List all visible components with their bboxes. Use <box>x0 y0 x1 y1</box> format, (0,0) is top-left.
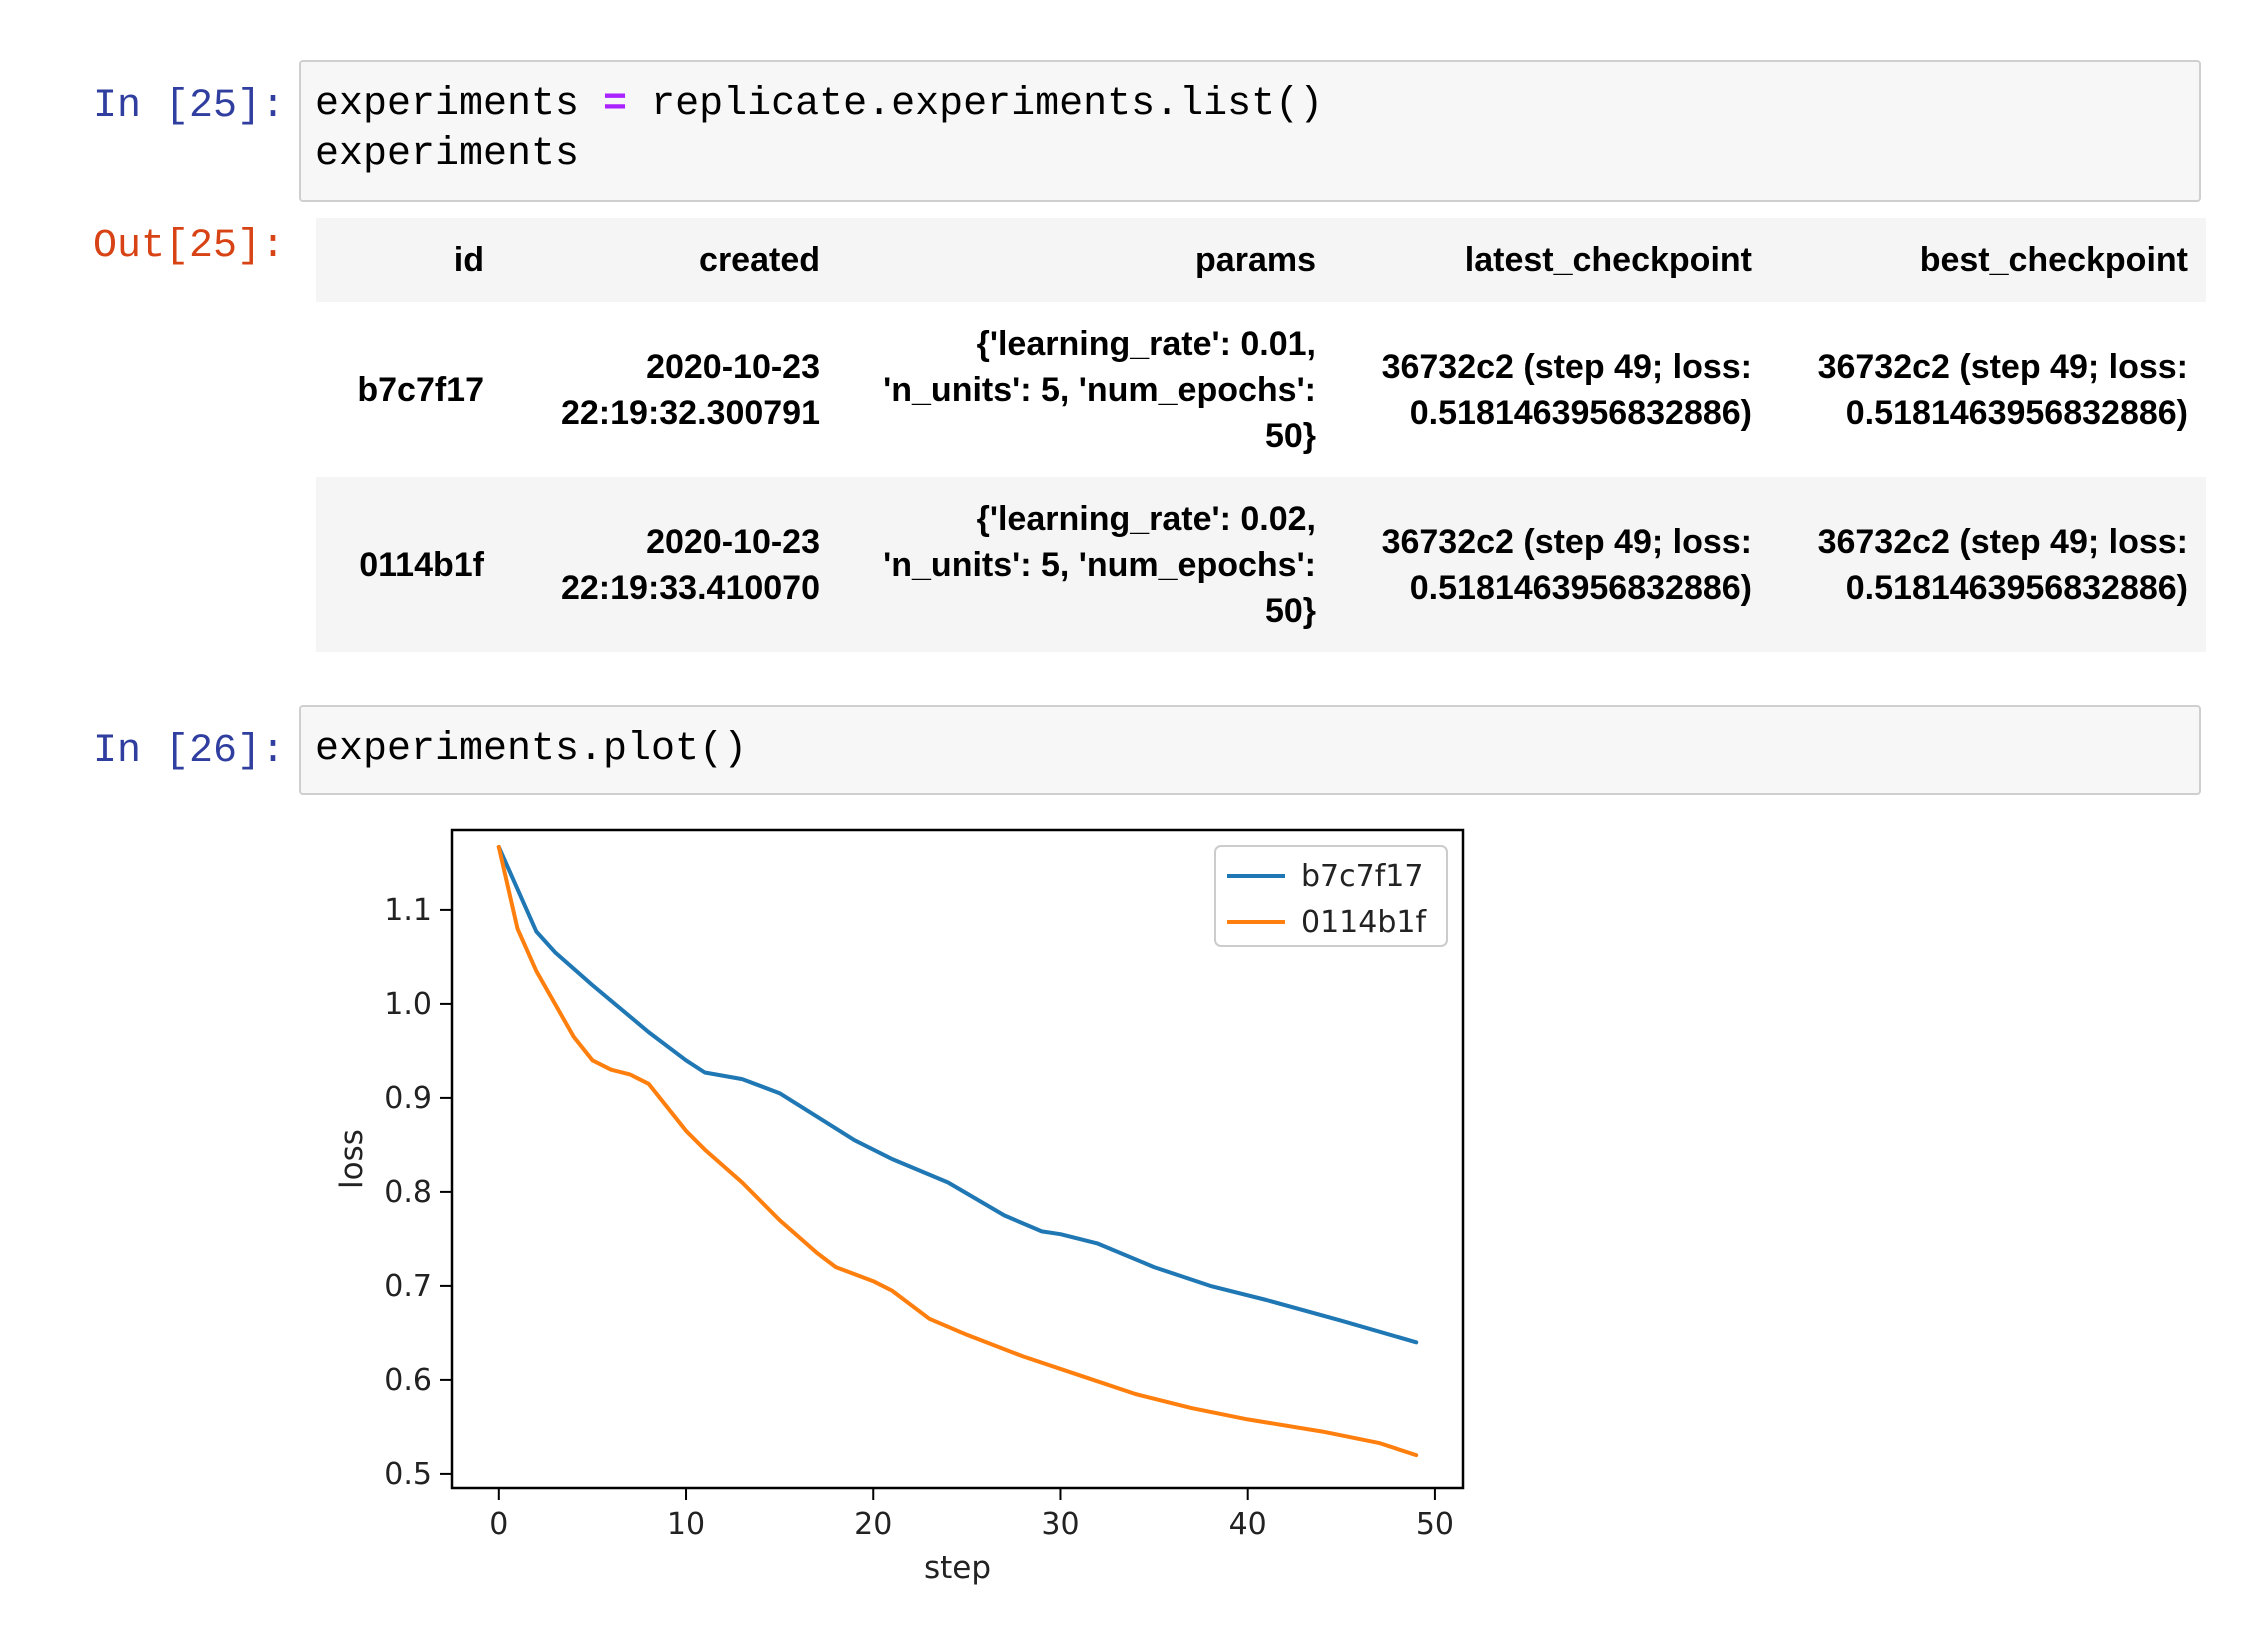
y-tick-label: 0.6 <box>384 1363 432 1398</box>
y-tick-label: 1.0 <box>384 987 432 1022</box>
y-tick-label: 0.7 <box>384 1269 432 1304</box>
cell-created: 2020-10-23 22:19:33.410070 <box>502 477 838 652</box>
cell-params: {'learning_rate': 0.01, 'n_units': 5, 'nu… <box>838 302 1334 477</box>
table-header-row: id created params latest_checkpoint best… <box>316 218 2206 302</box>
x-tick-label: 20 <box>854 1507 892 1542</box>
code-cell-25[interactable]: experiments = replicate.experiments.list… <box>299 60 2201 202</box>
experiment-id: b7c7f17 <box>357 370 484 409</box>
cell-latest-checkpoint: 36732c2 (step 49; loss: 0.518146395683288… <box>1334 477 1770 652</box>
checkpoint-line: 0.5181463956832886) <box>1845 393 2188 432</box>
input-prompt-25: In [25]: <box>92 84 285 129</box>
series-line-0114b1f <box>496 844 1419 1458</box>
y-tick-label: 0.8 <box>384 1175 432 1210</box>
code-line-1: experiments = replicate.experiments.list… <box>315 80 2185 130</box>
x-tick-label: 50 <box>1416 1507 1454 1542</box>
column-header-best-checkpoint: best_checkpoint <box>1919 241 2188 279</box>
cell-created: 2020-10-23 22:19:32.300791 <box>502 302 838 477</box>
plot-frame <box>450 828 1465 1490</box>
code-line-2: experiments <box>315 132 580 177</box>
legend-label-0114b1f: 0114b1f <box>1301 905 1427 940</box>
checkpoint-line: 36732c2 (step 49; loss: <box>1817 522 2188 561</box>
experiment-id: 0114b1f <box>359 545 484 584</box>
created-date: 2020-10-23 <box>646 347 820 386</box>
checkpoint-line: 0.5181463956832886) <box>1409 393 1752 432</box>
checkpoint-line: 36732c2 (step 49; loss: <box>1381 522 1752 561</box>
x-tick-label: 10 <box>667 1507 705 1542</box>
params-line: 'n_units': 5, 'num_epochs': <box>883 545 1316 584</box>
cell-best-checkpoint: 36732c2 (step 49; loss: 0.518146395683288… <box>1770 477 2206 652</box>
column-header-latest-checkpoint: latest_checkpoint <box>1464 241 1752 279</box>
code-token-call: replicate.experiments.list() <box>627 82 1324 127</box>
cell-params: {'learning_rate': 0.02, 'n_units': 5, 'nu… <box>838 477 1334 652</box>
column-header-id: id <box>453 241 484 279</box>
table-row: 0114b1f 2020-10-23 22:19:33.410070 {'lear… <box>316 477 2206 652</box>
checkpoint-line: 0.5181463956832886) <box>1845 568 2188 607</box>
cell-id: b7c7f17 <box>316 302 502 477</box>
column-header-created: created <box>699 241 820 279</box>
params-line: 50} <box>1264 416 1316 455</box>
table-row: b7c7f17 2020-10-23 22:19:32.300791 {'lear… <box>316 302 2206 477</box>
x-tick-label: 0 <box>489 1507 508 1542</box>
input-prompt-26: In [26]: <box>92 729 285 774</box>
y-tick-label: 0.9 <box>384 1081 432 1116</box>
code-line-1: experiments.plot() <box>315 727 748 772</box>
created-date: 2020-10-23 <box>646 522 820 561</box>
cell-id: 0114b1f <box>316 477 502 652</box>
code-cell-26[interactable]: experiments.plot() <box>299 705 2201 795</box>
params-line: {'learning_rate': 0.01, <box>976 324 1316 363</box>
x-tick-label: 30 <box>1041 1507 1079 1542</box>
cell-latest-checkpoint: 36732c2 (step 49; loss: 0.518146395683288… <box>1334 302 1770 477</box>
series-line-b7c7f17 <box>496 844 1419 1345</box>
code-token-operator: = <box>603 82 628 127</box>
x-tick-label: 40 <box>1229 1507 1267 1542</box>
cell-best-checkpoint: 36732c2 (step 49; loss: 0.518146395683288… <box>1770 302 2206 477</box>
y-axis-label: loss <box>334 1129 370 1189</box>
checkpoint-line: 36732c2 (step 49; loss: <box>1381 347 1752 386</box>
created-time: 22:19:32.300791 <box>560 393 820 432</box>
params-line: 50} <box>1264 591 1316 630</box>
created-time: 22:19:33.410070 <box>560 568 820 607</box>
legend-label-b7c7f17: b7c7f17 <box>1301 859 1423 894</box>
checkpoint-line: 0.5181463956832886) <box>1409 568 1752 607</box>
params-line: 'n_units': 5, 'num_epochs': <box>883 370 1316 409</box>
x-axis-label: step <box>924 1550 991 1586</box>
experiments-table: id created params latest_checkpoint best… <box>316 218 2206 652</box>
code-token-variable: experiments <box>315 82 604 127</box>
checkpoint-line: 36732c2 (step 49; loss: <box>1817 347 2188 386</box>
params-line: {'learning_rate': 0.02, <box>976 499 1316 538</box>
y-tick-label: 0.5 <box>384 1457 432 1492</box>
y-tick-label: 1.1 <box>384 893 432 928</box>
column-header-params: params <box>1195 241 1316 279</box>
output-prompt-25: Out[25]: <box>92 224 285 269</box>
